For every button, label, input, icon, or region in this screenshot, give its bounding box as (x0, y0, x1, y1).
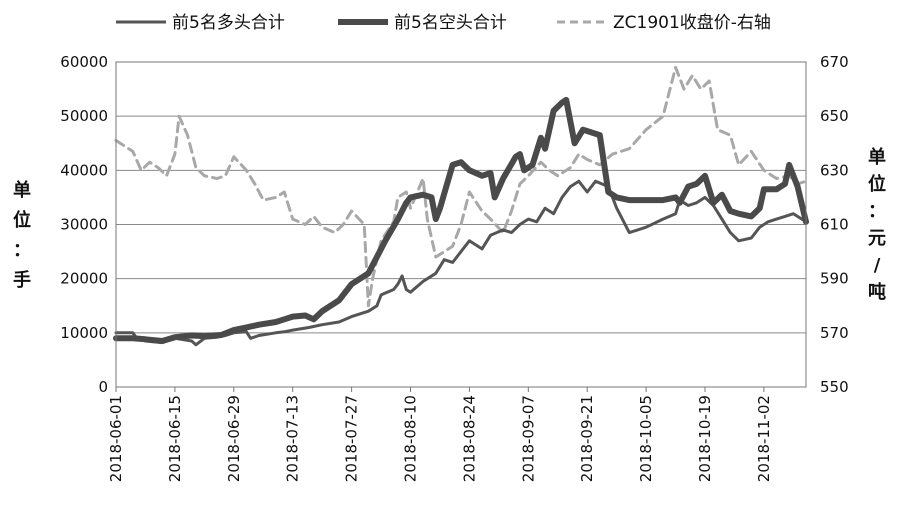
x-tick-label: 2018-10-05 (637, 395, 655, 482)
left-axis-label-char: ： (13, 240, 31, 261)
right-axis-label-char: 单 (868, 146, 886, 168)
legend-item-long: 前5名多头合计 (116, 13, 285, 33)
legend: 前5名多头合计 前5名空头合计 ZC1901收盘价-右轴 (116, 13, 771, 33)
right-tick-label: 630 (820, 161, 849, 179)
left-tick-label: 40000 (60, 161, 108, 179)
legend-label-long: 前5名多头合计 (172, 13, 285, 33)
left-tick-label: 60000 (60, 53, 108, 71)
x-tick-label: 2018-06-01 (107, 395, 125, 482)
left-axis-ticks: 0 10000 20000 30000 40000 50000 60000 (60, 53, 108, 396)
left-axis-label-char: 位 (13, 209, 31, 231)
left-tick-label: 10000 (60, 324, 108, 342)
legend-item-short: 前5名空头合计 (338, 13, 507, 33)
right-axis-ticks: 550 570 590 610 630 650 670 (820, 53, 849, 396)
series-line-1 (113, 96, 809, 344)
left-axis-label: 单位 ： 手 (13, 179, 31, 291)
right-tick-label: 590 (820, 270, 849, 288)
x-axis-ticks: 2018-06-01 2018-06-15 2018-06-29 2018-07-13… (107, 387, 773, 482)
right-axis-label-char: / (874, 255, 881, 276)
x-tick-label: 2018-08-10 (402, 395, 420, 482)
right-axis-label: 单位 ： 元 / 吨 (868, 146, 886, 303)
left-tick-label: 0 (98, 378, 108, 396)
right-axis-label-char: ： (868, 201, 886, 222)
left-tick-label: 50000 (60, 107, 108, 125)
x-tick-label: 2018-11-02 (755, 395, 773, 482)
right-tick-label: 610 (820, 216, 849, 234)
x-tick-label: 2018-06-29 (225, 395, 243, 482)
left-axis-label-char: 手 (13, 269, 31, 291)
x-tick-label: 2018-06-15 (166, 395, 184, 482)
x-tick-label: 2018-09-07 (519, 395, 537, 482)
right-axis-label-char: 位 (868, 173, 886, 195)
series-layer (113, 65, 809, 347)
x-tick-label: 2018-07-13 (284, 395, 302, 482)
right-tick-label: 670 (820, 53, 849, 71)
legend-item-price: ZC1901收盘价-右轴 (557, 13, 771, 33)
right-tick-label: 570 (820, 324, 849, 342)
plot-frame (115, 61, 807, 388)
legend-label-short: 前5名空头合计 (394, 13, 507, 33)
x-tick-label: 2018-10-19 (696, 395, 714, 482)
right-tick-label: 550 (820, 378, 849, 396)
left-axis-label-char: 单 (13, 179, 31, 201)
right-tick-label: 650 (820, 107, 849, 125)
legend-label-price: ZC1901收盘价-右轴 (613, 13, 771, 33)
left-tick-label: 30000 (60, 216, 108, 234)
left-tick-label: 20000 (60, 270, 108, 288)
right-axis-label-char: 吨 (868, 281, 886, 303)
right-axis-label-char: 元 (868, 228, 886, 249)
x-tick-label: 2018-07-27 (343, 395, 361, 482)
x-tick-label: 2018-08-24 (460, 395, 478, 482)
x-tick-label: 2018-09-21 (578, 395, 596, 482)
series-line-0 (114, 179, 808, 347)
